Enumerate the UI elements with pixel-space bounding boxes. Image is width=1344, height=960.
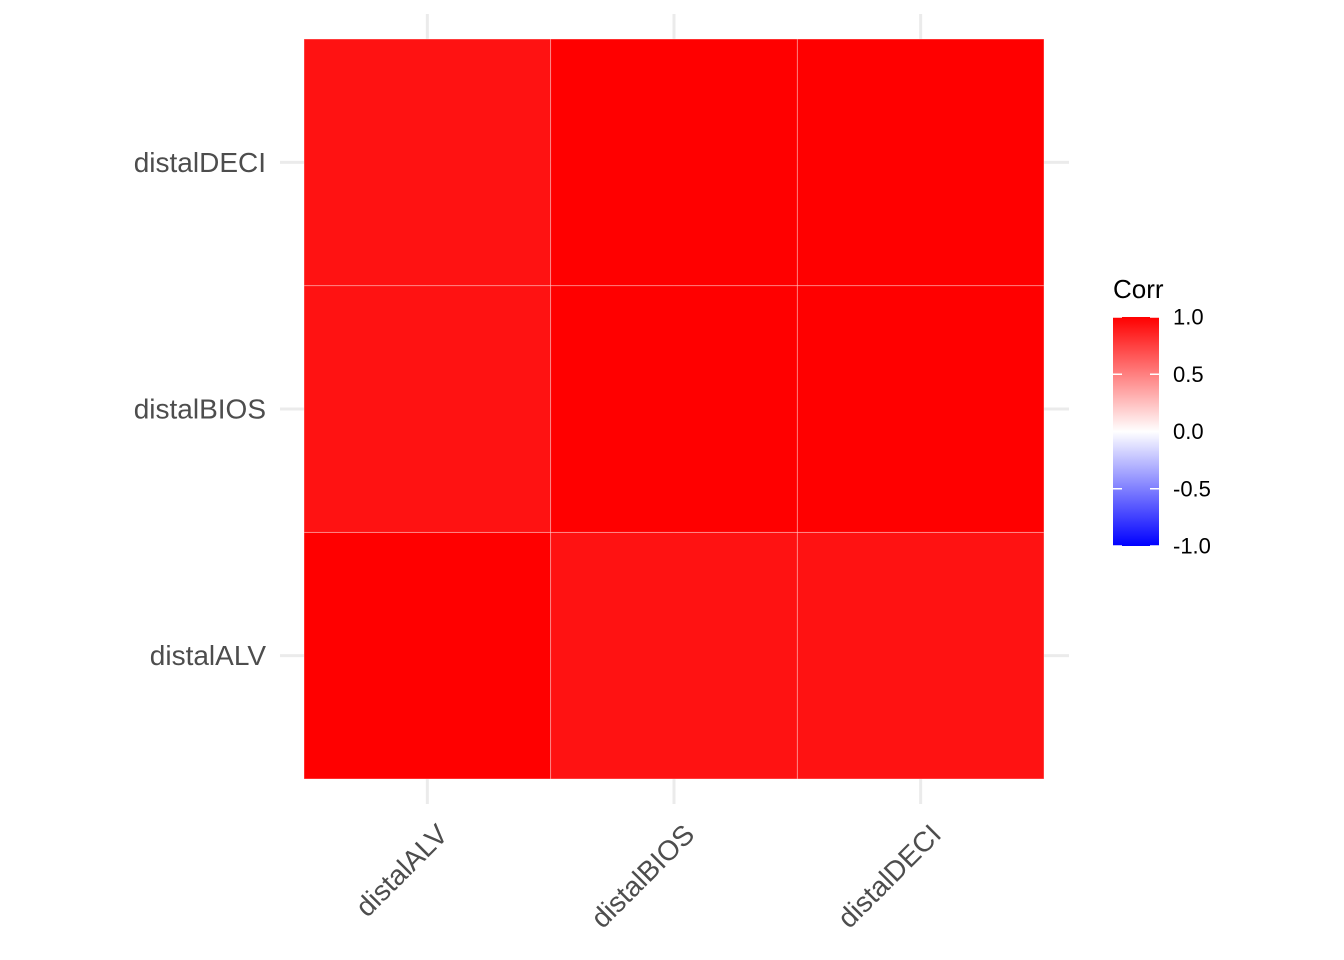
heatmap-cell-distaldeci-distaldeci: [796, 38, 1045, 287]
heatmap-cell-distaldeci-distalbios: [796, 285, 1045, 533]
heatmap-cell-distalalv-distaldeci: [303, 38, 552, 287]
x-tick-label-distaldeci: distalDECI: [832, 818, 947, 933]
legend-title: Corr: [1113, 274, 1164, 304]
x-tick-label-distalalv: distalALV: [350, 818, 454, 922]
legend-label: -1.0: [1173, 534, 1211, 559]
legend-label: 0.0: [1173, 419, 1204, 444]
legend-label: 0.5: [1173, 362, 1204, 387]
heatmap-cell-distalbios-distalalv: [550, 531, 798, 780]
heatmap-cell-distalalv-distalbios: [303, 285, 552, 533]
x-tick-label-distalbios: distalBIOS: [585, 818, 700, 933]
y-tick-label-distaldeci: distalDECI: [134, 147, 266, 178]
legend: Corr 1.0 0.5 0.0 -0.5 -1.0: [1113, 274, 1211, 559]
legend-label: 1.0: [1173, 305, 1204, 330]
y-axis: distalALV distalBIOS distalDECI: [134, 147, 267, 671]
heatmap-cell-distalbios-distalbios: [550, 285, 798, 533]
heatmap-cell-distalalv-distalalv: [303, 531, 552, 780]
x-axis: distalALV distalBIOS distalDECI: [350, 818, 947, 934]
heatmap-cell-distaldeci-distalalv: [796, 531, 1045, 780]
legend-label: -0.5: [1173, 476, 1211, 501]
y-tick-label-distalalv: distalALV: [150, 640, 267, 671]
heatmap-cells: [303, 38, 1045, 780]
heatmap-cell-distalbios-distaldeci: [550, 38, 798, 287]
y-tick-label-distalbios: distalBIOS: [134, 394, 266, 425]
